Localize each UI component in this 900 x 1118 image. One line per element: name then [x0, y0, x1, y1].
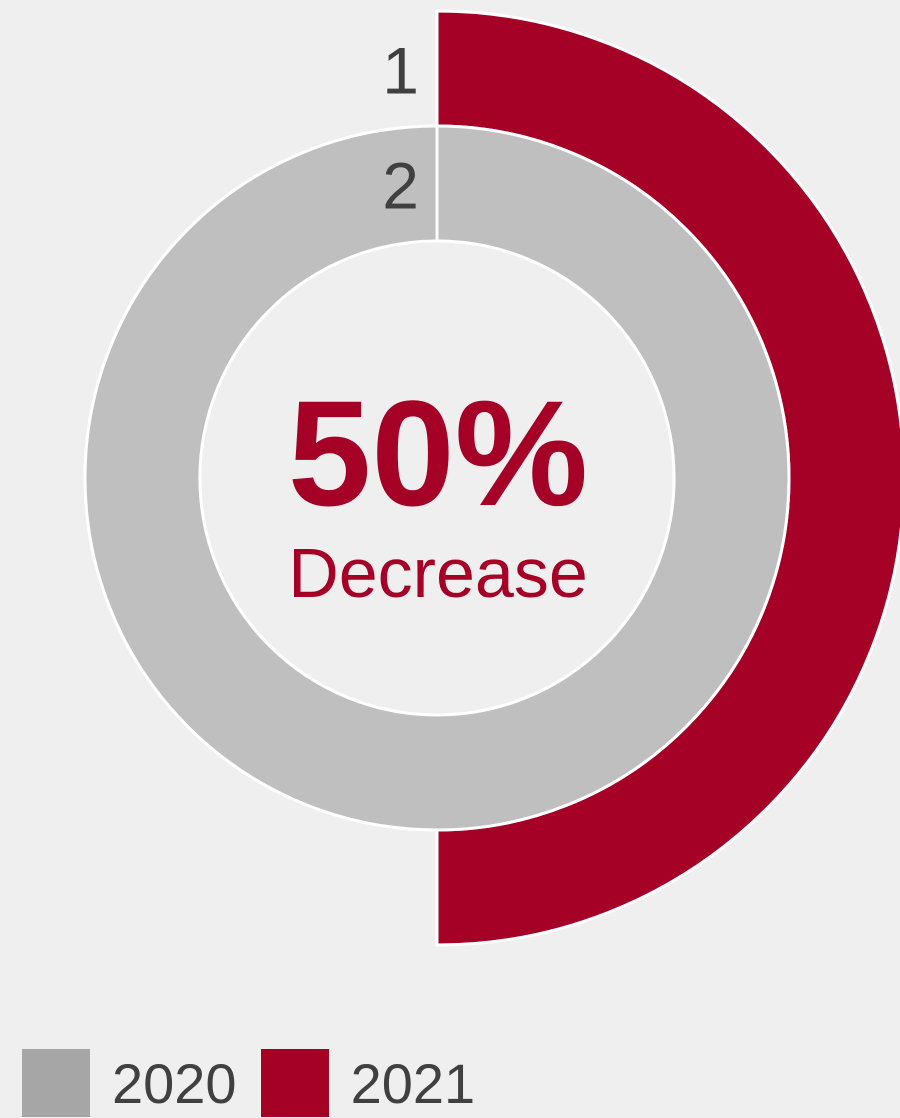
- nested-donut-chart: 12: [83, 9, 900, 947]
- legend-label-2020: 2020: [112, 1051, 237, 1115]
- legend-swatch-2020: [22, 1049, 90, 1117]
- legend-item-2021: 2021: [260, 1049, 476, 1117]
- ring-label-2: 2: [382, 149, 419, 223]
- ring-segment-2020: [83, 124, 791, 832]
- ring-label-1: 1: [382, 34, 419, 108]
- legend-item-2020: 2020: [22, 1049, 237, 1117]
- legend-swatch-2021: [260, 1049, 329, 1117]
- legend-label-2021: 2021: [350, 1051, 476, 1115]
- center-label: Decrease: [288, 534, 588, 612]
- legend: 2020 2021: [22, 1048, 499, 1118]
- center-percentage: 50%: [287, 369, 589, 537]
